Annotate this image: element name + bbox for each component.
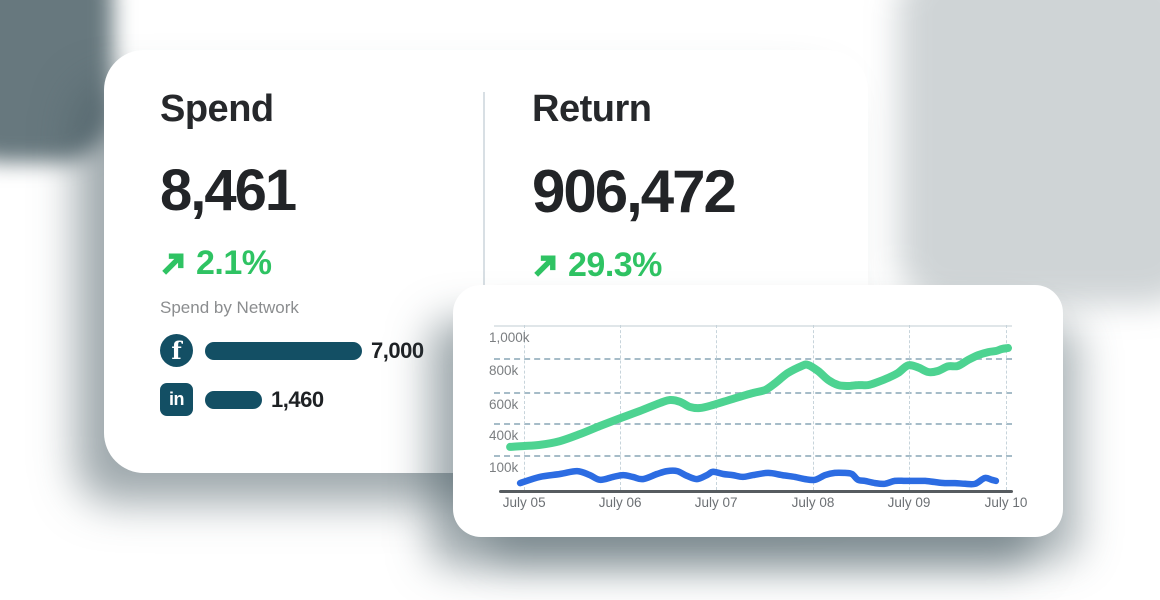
x-tick-label: July 05 xyxy=(502,495,546,510)
spend-delta: 2.1% xyxy=(160,244,483,283)
facebook-icon: f xyxy=(160,334,193,367)
network-row-facebook: f 7,000 xyxy=(160,334,483,367)
x-tick-label: July 07 xyxy=(694,495,738,510)
return-value: 906,472 xyxy=(532,158,737,225)
facebook-spend-bar xyxy=(205,341,362,360)
x-tick-label: July 09 xyxy=(887,495,931,510)
y-tick-label: 100k xyxy=(489,460,519,475)
x-gridline xyxy=(909,325,910,490)
y-gridline xyxy=(494,358,1012,360)
x-gridline xyxy=(1005,325,1007,490)
spend-label: Spend xyxy=(160,88,274,130)
y-tick-label: 1,000k xyxy=(489,330,530,345)
network-row-linkedin: in 1,460 xyxy=(160,383,483,416)
x-tick-label: July 08 xyxy=(791,495,835,510)
return-delta: 29.3% xyxy=(532,246,735,285)
plot-top-border xyxy=(494,325,1012,327)
spend-line-series xyxy=(516,467,1000,488)
x-gridline xyxy=(524,325,526,490)
column-divider xyxy=(483,92,485,288)
line-chart xyxy=(506,344,1012,488)
x-gridline xyxy=(620,325,622,490)
linkedin-spend-bar xyxy=(205,390,262,409)
x-tick-label: July 10 xyxy=(984,495,1028,510)
trend-up-arrow-icon xyxy=(160,250,187,277)
y-gridline xyxy=(494,423,1012,425)
y-tick-label: 600k xyxy=(489,397,519,412)
linkedin-spend-value: 1,460 xyxy=(271,386,324,412)
facebook-spend-value: 7,000 xyxy=(371,337,424,363)
return-column: Return 906,472 29.3% xyxy=(485,50,737,473)
trend-up-arrow-icon xyxy=(532,252,559,279)
y-gridline xyxy=(494,455,1012,457)
spend-delta-text: 2.1% xyxy=(196,244,272,282)
return-line-series xyxy=(506,344,1012,451)
network-section-title: Spend by Network xyxy=(160,298,299,317)
linkedin-icon: in xyxy=(160,383,193,416)
x-axis-line xyxy=(499,490,1013,493)
background-shadow-blob xyxy=(0,0,113,162)
y-tick-label: 400k xyxy=(489,428,519,443)
return-label: Return xyxy=(532,88,652,130)
x-tick-label: July 06 xyxy=(598,495,642,510)
x-gridline xyxy=(813,325,815,490)
spend-value: 8,461 xyxy=(160,158,297,223)
y-tick-label: 800k xyxy=(489,363,519,378)
spend-column: Spend 8,461 2.1% Spend by Network f 7,00… xyxy=(104,50,483,473)
background-shadow-wash xyxy=(898,0,1160,305)
chart-card: 1,000k 800k 600k 400k 100k July 05 July 06 Jul… xyxy=(453,285,1063,537)
return-delta-text: 29.3% xyxy=(568,246,662,284)
